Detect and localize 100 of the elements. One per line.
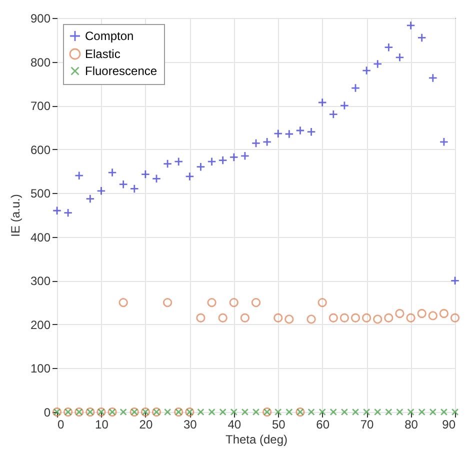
point xyxy=(74,171,84,180)
y-tick-label: 400 xyxy=(30,230,51,244)
x-tick-label: 10 xyxy=(95,418,109,432)
point xyxy=(418,408,426,416)
x-axis-title: Theta (deg) xyxy=(225,432,288,446)
point xyxy=(140,170,150,179)
point xyxy=(196,162,206,172)
point xyxy=(164,408,172,416)
y-tick-label: 900 xyxy=(30,12,51,26)
point xyxy=(350,83,360,93)
point xyxy=(318,98,327,108)
point xyxy=(152,174,162,184)
x-tick-label: 0 xyxy=(58,418,64,432)
x-tick-label: 50 xyxy=(272,418,286,432)
point xyxy=(197,408,204,416)
y-tick-label: 800 xyxy=(30,55,51,70)
point xyxy=(440,408,448,416)
point xyxy=(330,408,337,416)
point xyxy=(373,314,382,324)
point xyxy=(308,408,315,416)
y-tick-label: 100 xyxy=(30,362,51,376)
x-tick-label: 70 xyxy=(360,418,374,432)
point xyxy=(218,313,228,322)
point xyxy=(262,137,272,146)
point xyxy=(429,408,436,416)
point xyxy=(318,298,327,308)
point xyxy=(306,127,316,136)
point xyxy=(185,172,194,182)
point xyxy=(240,313,250,322)
point xyxy=(352,408,360,416)
point xyxy=(439,308,449,318)
point xyxy=(318,408,326,416)
legend-label: Fluorescence xyxy=(85,64,158,78)
point xyxy=(340,100,350,110)
point xyxy=(286,408,293,416)
x-tick-label: 80 xyxy=(404,418,418,432)
point xyxy=(450,276,460,286)
point xyxy=(450,313,460,322)
point xyxy=(218,156,228,165)
point xyxy=(274,129,283,138)
point xyxy=(120,408,127,416)
point xyxy=(230,408,238,416)
y-tick-label: 500 xyxy=(30,186,51,201)
point xyxy=(86,194,95,204)
legend-label: Elastic xyxy=(85,47,120,61)
point xyxy=(350,313,360,322)
point xyxy=(207,157,216,166)
point xyxy=(362,66,372,76)
y-tick-label: 200 xyxy=(30,318,51,332)
legend-label: Compton xyxy=(85,29,134,43)
point xyxy=(118,180,128,189)
point xyxy=(428,311,438,320)
point xyxy=(296,126,305,136)
point xyxy=(362,408,370,416)
point xyxy=(96,186,106,196)
point xyxy=(108,168,117,178)
point xyxy=(52,206,62,216)
point xyxy=(251,138,261,148)
y-tick-label: 300 xyxy=(30,274,51,288)
point xyxy=(328,110,338,119)
y-axis-title: IE (a.u.) xyxy=(8,194,22,237)
x-tick-label: 40 xyxy=(228,418,242,432)
point xyxy=(395,52,404,62)
point xyxy=(229,152,238,162)
point xyxy=(340,408,348,416)
x-tick-label: 20 xyxy=(139,418,153,432)
y-tick-label: 0 xyxy=(44,406,51,420)
point xyxy=(428,73,438,83)
point xyxy=(284,129,294,139)
point xyxy=(328,313,338,322)
point xyxy=(417,308,426,318)
point xyxy=(417,33,426,42)
point xyxy=(395,308,404,318)
point xyxy=(63,208,73,218)
point xyxy=(229,298,238,308)
y-tick-label: 600 xyxy=(30,142,51,157)
point xyxy=(274,313,283,322)
point xyxy=(362,313,372,322)
x-tick-label: 60 xyxy=(316,418,330,432)
point xyxy=(385,408,392,416)
point xyxy=(219,408,226,416)
point xyxy=(439,137,449,146)
y-tick-label: 700 xyxy=(30,99,51,114)
point xyxy=(306,314,316,324)
point xyxy=(130,184,139,194)
point xyxy=(384,313,394,322)
point xyxy=(241,408,249,416)
point xyxy=(284,314,294,324)
point xyxy=(407,408,414,416)
point xyxy=(340,313,350,322)
point xyxy=(274,408,282,416)
point xyxy=(374,408,382,416)
x-tick-label: 90 xyxy=(442,418,456,432)
point xyxy=(396,408,404,416)
point xyxy=(451,408,459,416)
point xyxy=(207,298,216,308)
point xyxy=(196,313,206,322)
point xyxy=(240,151,250,160)
x-tick-label: 30 xyxy=(183,418,198,432)
point xyxy=(118,298,128,308)
